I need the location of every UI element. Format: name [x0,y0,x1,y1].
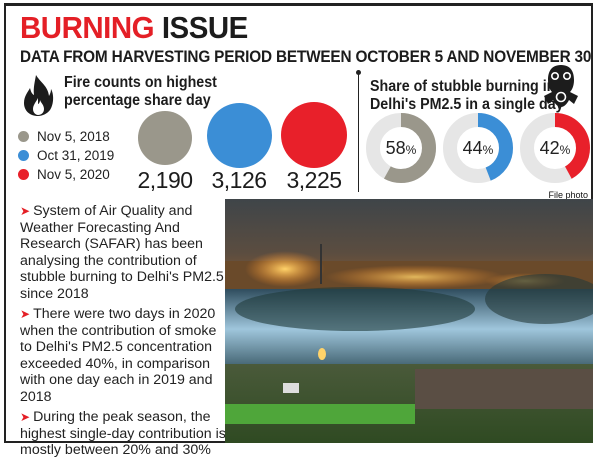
donut-label-2019: 44% [442,138,514,159]
vertical-separator [358,72,359,192]
bubble-value-2020: 3,225 [286,167,342,193]
photo-credit: File photo [548,190,588,200]
legend-item-2020: Nov 5, 2020 [18,165,114,184]
photo-illustration [225,199,593,443]
bubble-value-2019: 3,126 [211,167,267,193]
arrow-icon: ➤ [20,204,31,218]
arrow-icon: ➤ [20,410,31,424]
stubble-share-heading: Share of stubble burning in Delhi's PM2.… [370,78,564,114]
legend: Nov 5, 2018 Oct 31, 2019 Nov 5, 2020 [18,127,114,184]
bullet-list: ➤ System of Air Quality and Weather Forec… [20,203,230,463]
legend-item-2019: Oct 31, 2019 [18,146,114,165]
headline-red: BURNING [20,10,155,45]
arrow-icon: ➤ [20,307,31,321]
bubble-2019 [207,103,272,168]
legend-dot-grey [18,131,29,142]
bubble-2020 [281,102,347,168]
percent-sign: % [405,143,417,157]
legend-label: Nov 5, 2018 [37,129,110,144]
donut-2018 [366,113,436,183]
bullet-text: During the peak season, the highest sing… [20,409,226,458]
legend-item-2018: Nov 5, 2018 [18,127,114,146]
fire-counts-heading-line1: Fire counts on highest [64,74,217,91]
percent-sign: % [559,143,571,157]
bullet-text: There were two days in 2020 when the con… [20,306,217,405]
bullet-item: ➤ There were two days in 2020 when the co… [20,306,230,405]
bullet-item: ➤ During the peak season, the highest sin… [20,409,230,459]
donut-2019 [443,113,513,183]
donut-label-2018: 58% [365,138,437,159]
donut-2020 [520,113,590,183]
donut-value: 44 [462,138,483,158]
stubble-share-heading-line2: Delhi's PM2.5 in a single day [370,96,564,113]
donut-value: 42 [539,138,560,158]
legend-dot-red [18,169,29,180]
stubble-share-heading-line1: Share of stubble burning in [370,78,556,95]
gas-mask-icon [544,65,578,107]
bullet-text: System of Air Quality and Weather Foreca… [20,203,224,302]
legend-dot-blue [18,150,29,161]
donut-label-2020: 42% [519,138,591,159]
legend-label: Nov 5, 2020 [37,167,110,182]
subtitle: DATA FROM HARVESTING PERIOD BETWEEN OCTO… [20,48,592,66]
bubble-2018 [138,111,192,165]
donut-value: 58 [385,138,406,158]
percent-sign: % [482,143,494,157]
fire-counts-heading: Fire counts on highest percentage share … [64,74,217,110]
fire-counts-heading-line2: percentage share day [64,92,211,109]
headline: BURNING ISSUE [20,12,248,44]
headline-dark: ISSUE [161,10,248,45]
bubble-value-2018: 2,190 [137,167,193,193]
fire-icon [24,75,54,116]
photo-smoke-fields [225,199,593,443]
bullet-item: ➤ System of Air Quality and Weather Forec… [20,203,230,302]
legend-label: Oct 31, 2019 [37,148,115,163]
